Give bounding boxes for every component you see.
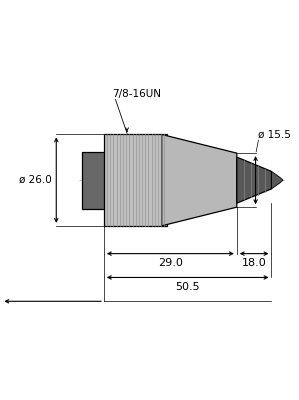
Text: ø 26.0: ø 26.0 xyxy=(19,175,52,185)
Text: 50.5: 50.5 xyxy=(176,282,200,292)
Polygon shape xyxy=(82,152,105,209)
Polygon shape xyxy=(104,134,167,226)
Text: ø 15.5: ø 15.5 xyxy=(258,129,291,139)
Polygon shape xyxy=(237,157,271,203)
Text: 29.0: 29.0 xyxy=(158,258,183,268)
Polygon shape xyxy=(271,171,283,189)
Polygon shape xyxy=(162,134,237,226)
Text: 18.0: 18.0 xyxy=(242,258,266,268)
Text: 7/8-16UN: 7/8-16UN xyxy=(113,89,161,99)
